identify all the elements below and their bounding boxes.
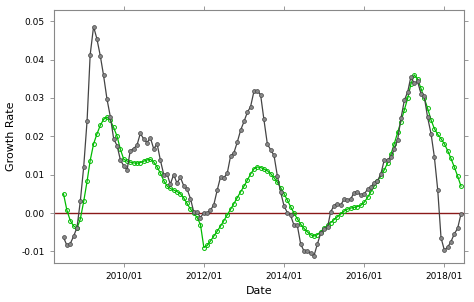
Y-axis label: Growth Rate: Growth Rate [6,101,16,171]
X-axis label: Date: Date [246,286,272,297]
